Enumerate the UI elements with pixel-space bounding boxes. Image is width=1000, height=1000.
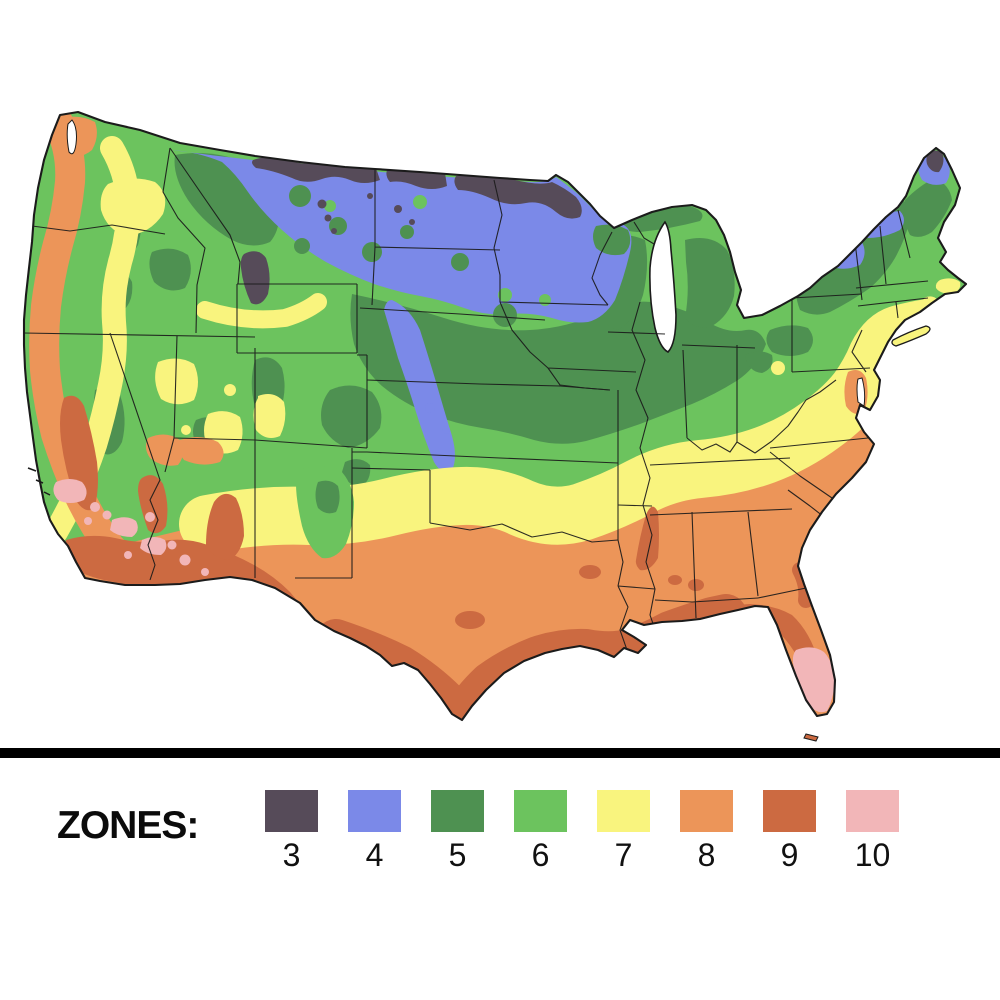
zone-10-swatch xyxy=(846,790,899,832)
legend-item-zone-5: 5 xyxy=(431,790,484,871)
zone-5-label: 5 xyxy=(448,837,467,873)
zone-7-swatch xyxy=(597,790,650,832)
legend-item-zone-10: 10 xyxy=(846,790,899,871)
zone-4-swatch xyxy=(348,790,401,832)
offshore-islands xyxy=(27,325,931,742)
separator-bar xyxy=(0,748,1000,758)
puget-sound xyxy=(66,119,77,155)
lake-michigan xyxy=(649,220,677,353)
legend-item-zone-7: 7 xyxy=(597,790,650,871)
lakes xyxy=(66,119,866,407)
zone-5-blobs-on-blue xyxy=(289,185,631,327)
map-svg xyxy=(22,110,968,742)
legend-title: ZONES: xyxy=(57,804,199,847)
zone-6-nm-tongue xyxy=(296,466,354,559)
florida-keys xyxy=(803,733,819,742)
zone-5-swatch xyxy=(431,790,484,832)
chesapeake-bay xyxy=(856,377,866,407)
us-hardiness-zone-map xyxy=(22,110,968,742)
channel-islands xyxy=(27,467,51,496)
legend: ZONES: 3 4 5 6 7 xyxy=(0,782,1000,892)
zone-3-swatch xyxy=(265,790,318,832)
legend-item-zone-4: 4 xyxy=(348,790,401,871)
zone-9-label: 9 xyxy=(780,837,799,873)
legend-item-zone-9: 9 xyxy=(763,790,816,871)
zone-10-label: 10 xyxy=(854,837,891,873)
zone-9-swatch xyxy=(763,790,816,832)
zone-6-swatch xyxy=(514,790,567,832)
zone-8-swatch xyxy=(680,790,733,832)
us-outline xyxy=(22,110,968,722)
state-borders xyxy=(24,147,929,651)
zone-10-regions xyxy=(53,479,835,713)
zone-6-label: 6 xyxy=(531,837,550,873)
legend-item-zone-3: 3 xyxy=(265,790,318,871)
legend-items: 3 4 5 6 7 8 9 xyxy=(265,790,899,871)
zone-3-label: 3 xyxy=(282,837,301,873)
long-island xyxy=(891,325,931,347)
zone-7-label: 7 xyxy=(614,837,633,873)
legend-item-zone-6: 6 xyxy=(514,790,567,871)
zone-3-regions xyxy=(240,150,944,305)
legend-item-zone-8: 8 xyxy=(680,790,733,871)
zone-8-label: 8 xyxy=(697,837,716,873)
zone-4-label: 4 xyxy=(365,837,384,873)
